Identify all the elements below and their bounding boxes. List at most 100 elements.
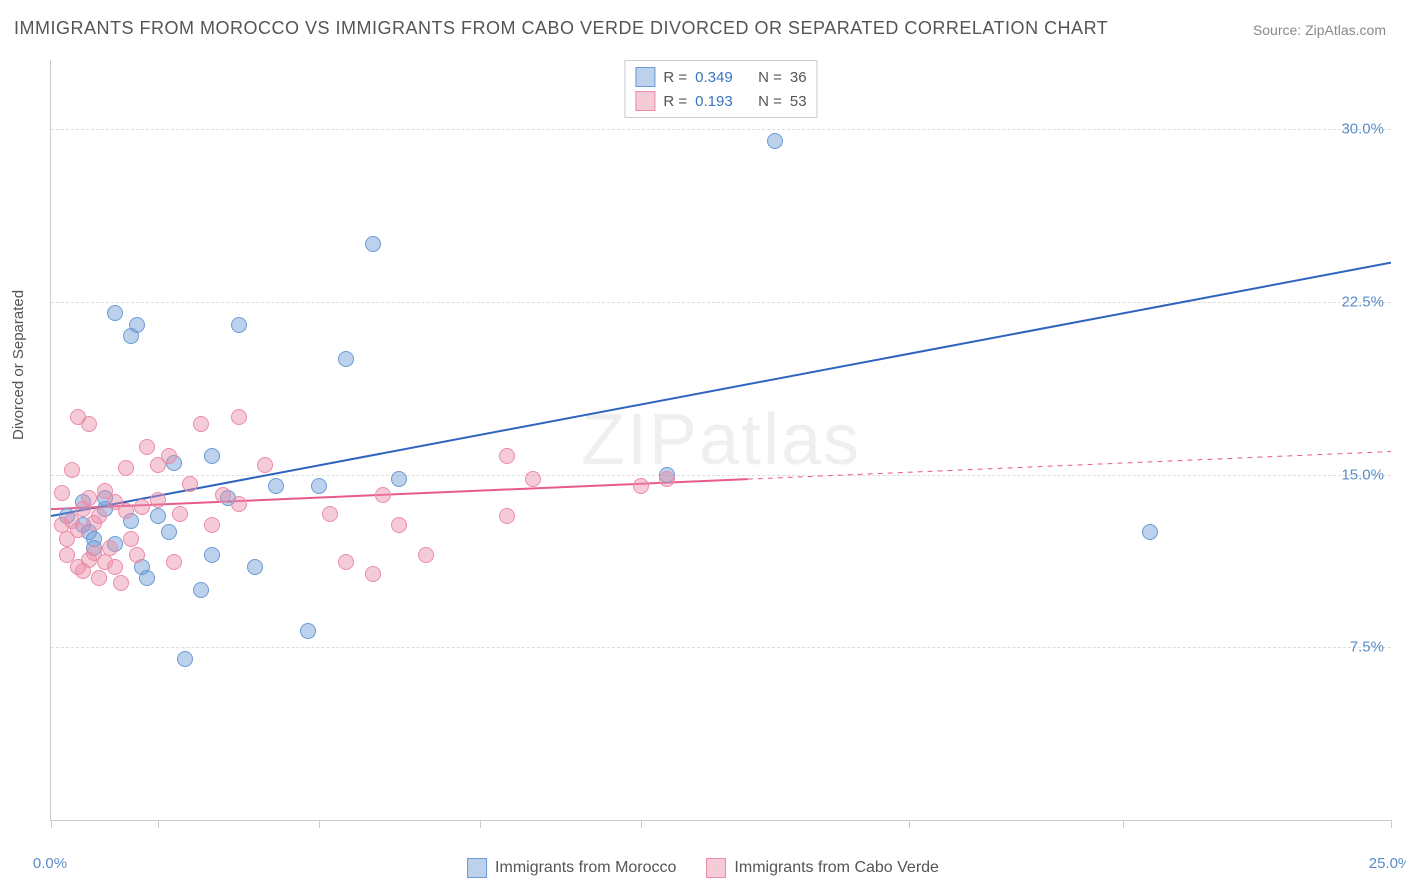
x-tick [909, 820, 910, 828]
data-point [54, 485, 70, 501]
data-point [322, 506, 338, 522]
data-point [247, 559, 263, 575]
data-point [375, 487, 391, 503]
data-point [204, 448, 220, 464]
data-point [102, 540, 118, 556]
data-point [139, 439, 155, 455]
watermark: ZIPatlas [581, 399, 861, 481]
data-point [150, 492, 166, 508]
r-value: 0.349 [695, 69, 740, 86]
x-tick-label: 25.0% [1369, 855, 1406, 872]
data-point [1142, 524, 1158, 540]
data-point [204, 547, 220, 563]
y-tick-label: 7.5% [1350, 639, 1384, 656]
legend-row: R = 0.349 N = 36 [635, 65, 806, 89]
data-point [204, 517, 220, 533]
legend-item: Immigrants from Cabo Verde [706, 858, 939, 878]
data-point [134, 499, 150, 515]
legend-swatch [706, 858, 726, 878]
data-point [311, 478, 327, 494]
x-tick [319, 820, 320, 828]
gridline [51, 302, 1391, 303]
chart-title: IMMIGRANTS FROM MOROCCO VS IMMIGRANTS FR… [14, 18, 1108, 39]
legend-swatch [635, 91, 655, 111]
data-point [118, 460, 134, 476]
data-point [659, 471, 675, 487]
legend-item: Immigrants from Morocco [467, 858, 676, 878]
data-point [107, 305, 123, 321]
data-point [70, 522, 86, 538]
legend-swatch [467, 858, 487, 878]
legend-label: Immigrants from Cabo Verde [734, 859, 939, 877]
n-label: N = [758, 93, 782, 110]
data-point [113, 575, 129, 591]
x-tick [1391, 820, 1392, 828]
data-point [257, 457, 273, 473]
legend-label: Immigrants from Morocco [495, 859, 676, 877]
data-point [91, 508, 107, 524]
data-point [81, 490, 97, 506]
y-axis-label: Divorced or Separated [10, 290, 27, 440]
data-point [215, 487, 231, 503]
data-point [391, 517, 407, 533]
data-point [365, 236, 381, 252]
data-point [633, 478, 649, 494]
y-tick-label: 15.0% [1341, 466, 1384, 483]
y-tick-label: 22.5% [1341, 293, 1384, 310]
data-point [499, 448, 515, 464]
data-point [161, 448, 177, 464]
r-value: 0.193 [695, 93, 740, 110]
data-point [166, 554, 182, 570]
data-point [525, 471, 541, 487]
data-point [231, 317, 247, 333]
legend-row: R = 0.193 N = 53 [635, 89, 806, 113]
data-point [172, 506, 188, 522]
gridline [51, 129, 1391, 130]
correlation-legend: R = 0.349 N = 36 R = 0.193 N = 53 [624, 60, 817, 118]
data-point [268, 478, 284, 494]
data-point [129, 547, 145, 563]
data-point [161, 524, 177, 540]
series-legend: Immigrants from Morocco Immigrants from C… [467, 858, 939, 878]
trend-line [51, 263, 1391, 516]
gridline [51, 475, 1391, 476]
data-point [300, 623, 316, 639]
data-point [123, 531, 139, 547]
data-point [91, 570, 107, 586]
source-label: Source: ZipAtlas.com [1253, 22, 1386, 38]
x-tick [158, 820, 159, 828]
legend-swatch [635, 67, 655, 87]
x-tick [1123, 820, 1124, 828]
data-point [177, 651, 193, 667]
x-tick [641, 820, 642, 828]
r-label: R = [663, 69, 687, 86]
data-point [182, 476, 198, 492]
data-point [338, 554, 354, 570]
n-value: 53 [790, 93, 807, 110]
chart-plot-area: ZIPatlas R = 0.349 N = 36 R = 0.193 N = 53 [50, 60, 1391, 821]
data-point [129, 317, 145, 333]
data-point [231, 496, 247, 512]
data-point [231, 409, 247, 425]
data-point [81, 416, 97, 432]
r-label: R = [663, 93, 687, 110]
data-point [338, 351, 354, 367]
data-point [365, 566, 381, 582]
data-point [139, 570, 155, 586]
data-point [64, 462, 80, 478]
n-label: N = [758, 69, 782, 86]
data-point [150, 508, 166, 524]
x-tick [51, 820, 52, 828]
x-tick-label: 0.0% [33, 855, 67, 872]
data-point [418, 547, 434, 563]
data-point [193, 416, 209, 432]
data-point [767, 133, 783, 149]
gridline [51, 647, 1391, 648]
data-point [499, 508, 515, 524]
y-tick-label: 30.0% [1341, 121, 1384, 138]
x-tick [480, 820, 481, 828]
n-value: 36 [790, 69, 807, 86]
data-point [391, 471, 407, 487]
data-point [107, 559, 123, 575]
data-point [193, 582, 209, 598]
